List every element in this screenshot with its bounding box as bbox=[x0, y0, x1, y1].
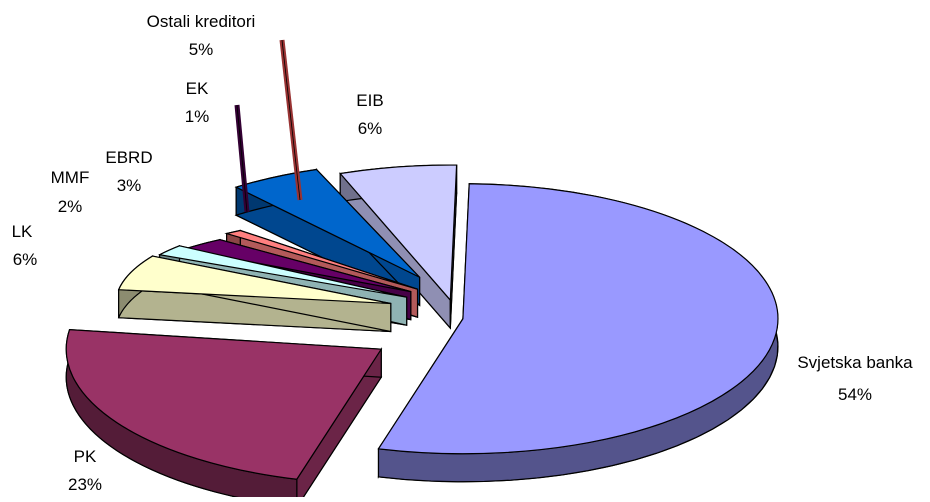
pie-slice-6 bbox=[234, 168, 421, 278]
slice-percent-4: 3% bbox=[117, 176, 142, 195]
pie-slice-5 bbox=[224, 229, 418, 290]
pie-slice-7 bbox=[339, 164, 458, 302]
slice-label-5: EK bbox=[186, 79, 209, 98]
slice-percent-3: 2% bbox=[58, 197, 83, 216]
leader-line-outline-6 bbox=[281, 39, 301, 201]
pie-slice-2 bbox=[117, 255, 391, 305]
slice-label-3: MMF bbox=[51, 168, 90, 187]
slice-percent-6: 5% bbox=[189, 40, 214, 59]
slice-percent-7: 6% bbox=[358, 119, 383, 138]
slice-label-4: EBRD bbox=[105, 148, 152, 167]
leader-line-outline-5 bbox=[236, 104, 248, 213]
slice-label-0: Svjetska banka bbox=[797, 353, 913, 372]
slice-percent-2: 6% bbox=[13, 250, 38, 269]
slice-label-6: Ostali kreditori bbox=[147, 12, 256, 31]
slice-label-1: PK bbox=[74, 447, 97, 466]
slice-percent-5: 1% bbox=[185, 107, 210, 126]
pie-slice-1 bbox=[65, 328, 383, 480]
slice-label-2: LK bbox=[12, 222, 33, 241]
slice-label-7: EIB bbox=[356, 91, 383, 110]
pie-slice-3 bbox=[157, 245, 407, 298]
pie-slice-0 bbox=[377, 183, 779, 455]
slice-percent-0: 54% bbox=[838, 385, 872, 404]
slice-percent-1: 23% bbox=[68, 475, 102, 494]
